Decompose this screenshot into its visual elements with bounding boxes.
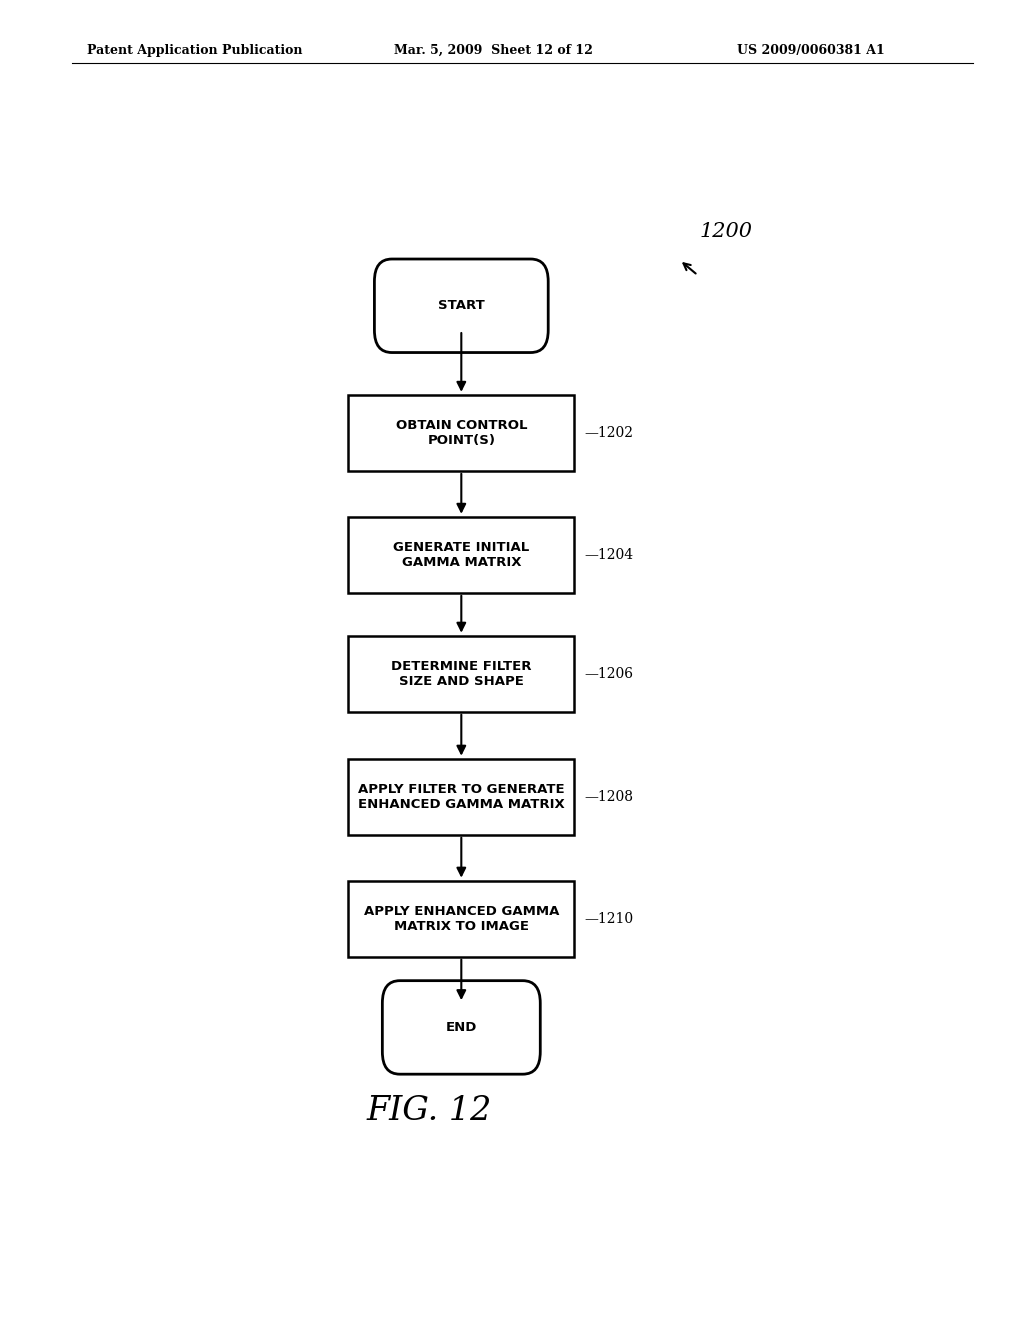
FancyBboxPatch shape [348,395,574,471]
Text: Mar. 5, 2009  Sheet 12 of 12: Mar. 5, 2009 Sheet 12 of 12 [394,44,593,57]
FancyBboxPatch shape [382,981,541,1074]
FancyBboxPatch shape [348,759,574,834]
Text: —1204: —1204 [584,548,633,562]
Text: OBTAIN CONTROL
POINT(S): OBTAIN CONTROL POINT(S) [395,418,527,447]
Text: US 2009/0060381 A1: US 2009/0060381 A1 [737,44,885,57]
FancyBboxPatch shape [348,636,574,711]
Text: —1210: —1210 [584,912,633,925]
FancyBboxPatch shape [348,516,574,593]
FancyBboxPatch shape [348,880,574,957]
Text: —1206: —1206 [584,667,633,681]
Text: Patent Application Publication: Patent Application Publication [87,44,302,57]
Text: APPLY ENHANCED GAMMA
MATRIX TO IMAGE: APPLY ENHANCED GAMMA MATRIX TO IMAGE [364,904,559,933]
Text: START: START [438,300,484,313]
FancyBboxPatch shape [375,259,548,352]
Text: —1202: —1202 [584,426,633,440]
Text: FIG. 12: FIG. 12 [367,1094,492,1127]
Text: DETERMINE FILTER
SIZE AND SHAPE: DETERMINE FILTER SIZE AND SHAPE [391,660,531,688]
Text: —1208: —1208 [584,789,633,804]
Text: 1200: 1200 [699,222,753,242]
Text: APPLY FILTER TO GENERATE
ENHANCED GAMMA MATRIX: APPLY FILTER TO GENERATE ENHANCED GAMMA … [358,783,564,810]
Text: END: END [445,1020,477,1034]
Text: GENERATE INITIAL
GAMMA MATRIX: GENERATE INITIAL GAMMA MATRIX [393,541,529,569]
